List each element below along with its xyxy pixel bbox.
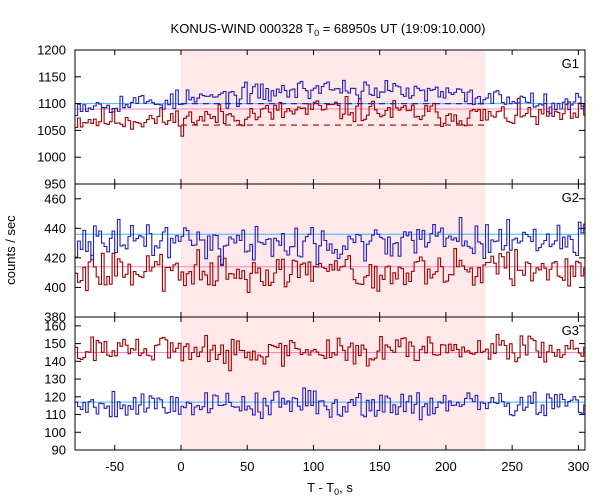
y-tick-label-g3: 150 (44, 336, 66, 351)
panel-label-g2: G2 (562, 190, 579, 205)
blue-series-g2 (75, 217, 585, 266)
red-series-g2 (75, 248, 585, 293)
title-subscript: 0 (314, 28, 319, 38)
y-tick-label-g2: 380 (44, 310, 66, 325)
x-tick-label: 0 (177, 459, 184, 474)
panel-label-g3: G3 (562, 323, 579, 338)
y-tick-label-g2: 400 (44, 280, 66, 295)
panel-frame-g3 (74, 316, 586, 451)
x-tick-label: 300 (568, 459, 590, 474)
red-series-g1 (75, 95, 585, 137)
y-tick-label-g3: 160 (44, 318, 66, 333)
x-tick-label: 150 (369, 459, 391, 474)
x-tick-label: 100 (303, 459, 325, 474)
panel-label-g1: G1 (562, 56, 579, 71)
blue-series-g1 (75, 79, 585, 117)
y-tick-label-g3: 90 (52, 443, 66, 458)
y-tick-label-g2: 440 (44, 221, 66, 236)
interval-band-g2 (180, 184, 486, 317)
x-tick-label: -50 (105, 459, 124, 474)
y-tick-label-g2: 460 (44, 191, 66, 206)
x-axis-title: T - T0, s (307, 480, 353, 497)
y-tick-label-g3: 140 (44, 354, 66, 369)
y-tick-label-g1: 1100 (38, 96, 66, 111)
y-tick-label-g3: 110 (45, 407, 66, 422)
y-tick-label-g1: 1000 (37, 150, 66, 165)
y-axis-title: counts / sec (3, 215, 18, 285)
y-tick-label-g1: 1200 (37, 43, 66, 58)
y-tick-label-g3: 120 (44, 389, 66, 404)
blue-series-g3 (75, 387, 585, 421)
x-tick-label: 250 (501, 459, 523, 474)
y-tick-label-g1: 950 (44, 177, 66, 192)
interval-band-g3 (180, 317, 486, 450)
interval-band-g1 (180, 50, 486, 184)
y-tick-label-g3: 130 (44, 372, 66, 387)
x-tick-label: 200 (435, 459, 457, 474)
y-tick-label-g1: 1050 (37, 123, 66, 138)
red-series-g3 (75, 333, 585, 372)
xlabel-subscript: 0 (334, 487, 339, 497)
chart-title: KONUS-WIND 000328 T0 = 68950s UT (19:09:… (171, 21, 486, 38)
x-tick-label: 50 (240, 459, 254, 474)
y-tick-label-g1: 1150 (38, 69, 66, 84)
y-tick-label-g3: 100 (44, 425, 66, 440)
y-tick-label-g2: 420 (44, 250, 66, 265)
